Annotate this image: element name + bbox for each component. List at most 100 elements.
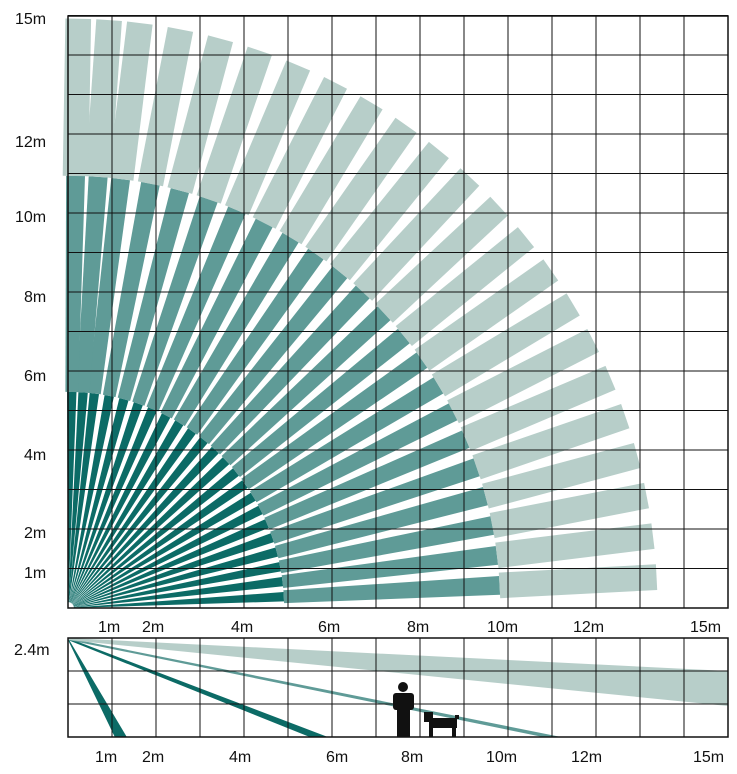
beam-15-near-zone bbox=[70, 413, 171, 603]
beam-5-mid-zone bbox=[264, 430, 470, 530]
beam-0-near-zone bbox=[73, 592, 285, 608]
beam-21-far-zone bbox=[85, 19, 122, 178]
beam-11-far-zone bbox=[353, 168, 480, 301]
beam-19-near-zone bbox=[69, 395, 114, 603]
x-label-15m: 15m bbox=[690, 619, 721, 636]
y-label-2m: 2m bbox=[24, 525, 46, 542]
beam-17-near-zone bbox=[69, 402, 143, 603]
beam-8-near-zone bbox=[72, 480, 248, 605]
top-view-y-axis-labels: 15m 12m 10m 8m 6m 4m 2m 1m bbox=[15, 11, 46, 582]
x-label-2m: 2m bbox=[142, 619, 164, 636]
x-label-6m: 6m bbox=[318, 619, 340, 636]
beam-2-far-zone bbox=[489, 482, 649, 539]
beam-7-mid-zone bbox=[249, 377, 444, 503]
beam-15-far-zone bbox=[252, 77, 347, 229]
beam-12-far-zone bbox=[330, 141, 449, 281]
beam-8-far-zone bbox=[414, 259, 559, 371]
beam-12-mid-zone bbox=[199, 266, 348, 445]
beam-3-far-zone bbox=[482, 443, 641, 509]
y-label-12m: 12m bbox=[15, 134, 46, 151]
beam-6-mid-zone bbox=[257, 403, 458, 516]
x-label-10m: 10m bbox=[487, 619, 518, 636]
beam-19-far-zone bbox=[137, 27, 194, 187]
side-x-label-8m: 8m bbox=[401, 749, 423, 766]
side-x-label-10m: 10m bbox=[486, 749, 517, 766]
x-label-8m: 8m bbox=[407, 619, 429, 636]
beam-14-mid-zone bbox=[173, 232, 299, 427]
top-view-x-axis-labels: 1m 2m 4m 6m 8m 10m 12m 15m bbox=[98, 619, 721, 636]
top-view-beams bbox=[62, 18, 658, 608]
x-label-1m: 1m bbox=[98, 619, 120, 636]
beam-14-near-zone bbox=[70, 420, 184, 603]
beam-3-mid-zone bbox=[275, 487, 488, 559]
beam-1-far-zone bbox=[495, 523, 655, 569]
y-label-6m: 6m bbox=[24, 368, 46, 385]
beam-13-far-zone bbox=[305, 117, 417, 262]
person-silhouette-icon bbox=[393, 682, 414, 737]
beam-15-mid-zone bbox=[160, 218, 273, 419]
side-beam-mid bbox=[68, 638, 561, 737]
top-view: 15m 12m 10m 8m 6m 4m 2m 1m 1m 2m 4m 6m 8… bbox=[15, 11, 729, 636]
beam-20-near-zone bbox=[68, 392, 99, 603]
beam-2-near-zone bbox=[73, 562, 281, 607]
beam-1-mid-zone bbox=[281, 546, 499, 588]
beam-11-mid-zone bbox=[210, 285, 370, 455]
beam-20-far-zone bbox=[107, 21, 153, 181]
dog-silhouette-icon bbox=[424, 712, 459, 737]
beam-17-far-zone bbox=[196, 46, 272, 204]
beam-2-mid-zone bbox=[278, 516, 495, 574]
beam-16-far-zone bbox=[225, 60, 311, 216]
beam-10-mid-zone bbox=[221, 306, 391, 466]
beam-12-near-zone bbox=[71, 437, 208, 604]
beam-20-mid-zone bbox=[88, 177, 130, 395]
top-view-frame bbox=[67, 15, 729, 609]
side-view-x-axis-labels: 1m 2m 4m 6m 8m 10m 12m 15m bbox=[95, 749, 724, 766]
beam-11-near-zone bbox=[71, 446, 219, 604]
beam-5-far-zone bbox=[460, 365, 616, 451]
side-beam-far bbox=[68, 638, 728, 706]
beam-16-mid-zone bbox=[146, 206, 246, 412]
beam-1-near-zone bbox=[73, 577, 284, 608]
beam-9-far-zone bbox=[395, 227, 535, 346]
beam-10-near-zone bbox=[72, 457, 230, 605]
beam-18-near-zone bbox=[69, 398, 129, 603]
side-x-label-12m: 12m bbox=[571, 749, 602, 766]
beam-22-mid-zone bbox=[65, 175, 85, 393]
y-label-8m: 8m bbox=[24, 289, 46, 306]
x-label-4m: 4m bbox=[231, 619, 253, 636]
beam-21-near-zone bbox=[68, 392, 88, 603]
y-label-10m: 10m bbox=[15, 209, 46, 226]
beam-6-far-zone bbox=[447, 329, 599, 424]
height-label: 2.4m bbox=[14, 642, 50, 659]
beam-21-mid-zone bbox=[76, 176, 108, 393]
beam-10-far-zone bbox=[375, 196, 508, 323]
beam-0-far-zone bbox=[498, 564, 658, 599]
side-x-label-1m: 1m bbox=[95, 749, 117, 766]
y-label-15m: 15m bbox=[15, 11, 46, 28]
beam-18-mid-zone bbox=[117, 188, 189, 401]
beam-16-near-zone bbox=[70, 407, 157, 603]
side-x-label-6m: 6m bbox=[326, 749, 348, 766]
beam-17-mid-zone bbox=[132, 196, 218, 406]
side-beam-near-2 bbox=[68, 638, 328, 737]
beam-5-near-zone bbox=[73, 519, 269, 606]
side-x-label-2m: 2m bbox=[142, 749, 164, 766]
beam-13-near-zone bbox=[71, 428, 196, 604]
beam-4-near-zone bbox=[73, 533, 274, 607]
side-beam-near bbox=[68, 638, 127, 737]
top-view-grid bbox=[67, 15, 729, 609]
y-label-1m: 1m bbox=[24, 565, 46, 582]
beam-19-mid-zone bbox=[102, 181, 160, 398]
beam-3-near-zone bbox=[73, 547, 278, 607]
beam-4-far-zone bbox=[472, 404, 630, 480]
beam-7-near-zone bbox=[73, 492, 256, 606]
beam-14-far-zone bbox=[279, 96, 383, 245]
x-label-12m: 12m bbox=[573, 619, 604, 636]
beam-13-mid-zone bbox=[186, 248, 324, 435]
side-x-label-15m: 15m bbox=[693, 749, 724, 766]
beam-9-mid-zone bbox=[231, 328, 410, 477]
beam-22-near-zone bbox=[67, 391, 77, 603]
beam-0-mid-zone bbox=[283, 576, 501, 604]
beam-4-mid-zone bbox=[270, 458, 480, 544]
